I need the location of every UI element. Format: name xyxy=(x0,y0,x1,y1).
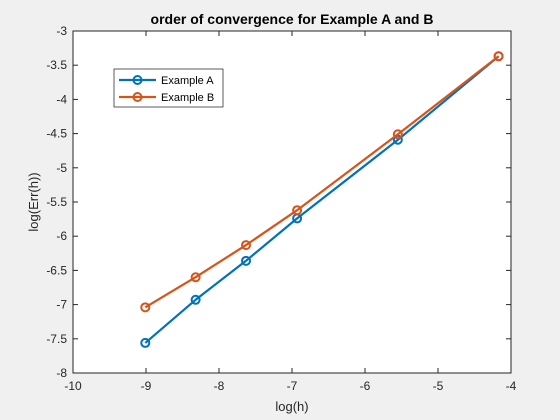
legend-item: Example A xyxy=(119,75,214,87)
y-axis-label: log(Err(h)) xyxy=(26,172,41,231)
y-tick-label: -7 xyxy=(56,298,67,312)
x-tick-label: -5 xyxy=(433,379,444,393)
legend-items: Example A Example B xyxy=(119,75,214,104)
y-tick-label: -6 xyxy=(56,229,67,243)
chart-title: order of convergence for Example A and B xyxy=(151,11,434,27)
y-tick-label: -5 xyxy=(56,161,67,175)
y-tick-label: -7.5 xyxy=(46,332,67,346)
legend-item: Example B xyxy=(119,92,214,104)
legend: Example A Example B xyxy=(113,68,224,108)
data-point xyxy=(190,272,201,283)
x-tick-label: -6 xyxy=(360,379,371,393)
legend-label: Example A xyxy=(161,75,214,87)
data-point xyxy=(190,294,201,305)
data-point xyxy=(392,129,403,140)
legend-label: Example B xyxy=(161,92,214,104)
series-example-b xyxy=(140,51,504,313)
series-line xyxy=(144,55,500,344)
legend-swatch-marker xyxy=(132,92,143,102)
y-tick-label: -4 xyxy=(56,92,67,106)
series-line xyxy=(144,55,500,309)
data-point xyxy=(392,134,403,145)
x-tick-label: -7 xyxy=(287,379,298,393)
data-point xyxy=(241,255,252,266)
data-point xyxy=(493,51,504,62)
data-point xyxy=(241,240,252,251)
y-tick-label: -3 xyxy=(56,24,67,38)
x-tick-label: -9 xyxy=(141,379,152,393)
legend-swatch-marker xyxy=(132,75,143,85)
y-tick-label: -6.5 xyxy=(46,263,67,277)
data-point xyxy=(140,302,151,313)
data-point xyxy=(140,337,151,348)
x-tick-label: -10 xyxy=(64,379,82,393)
data-point xyxy=(292,205,303,216)
x-axis-label: log(h) xyxy=(275,399,308,414)
x-tick-label: -4 xyxy=(506,379,517,393)
ticks-layer: -10 -9 -8 -7 -6 -5 -4 -8 -7.5 -7 -6.5 -6 -5.5 -5 -4.5 -… xyxy=(46,24,516,393)
y-tick-label: -3.5 xyxy=(46,58,67,72)
legend-box xyxy=(113,68,224,108)
series-layer xyxy=(140,51,504,348)
y-tick-label: -8 xyxy=(56,366,67,380)
y-tick-label: -5.5 xyxy=(46,195,67,209)
x-tick-label: -8 xyxy=(214,379,225,393)
y-tick-label: -4.5 xyxy=(46,127,67,141)
